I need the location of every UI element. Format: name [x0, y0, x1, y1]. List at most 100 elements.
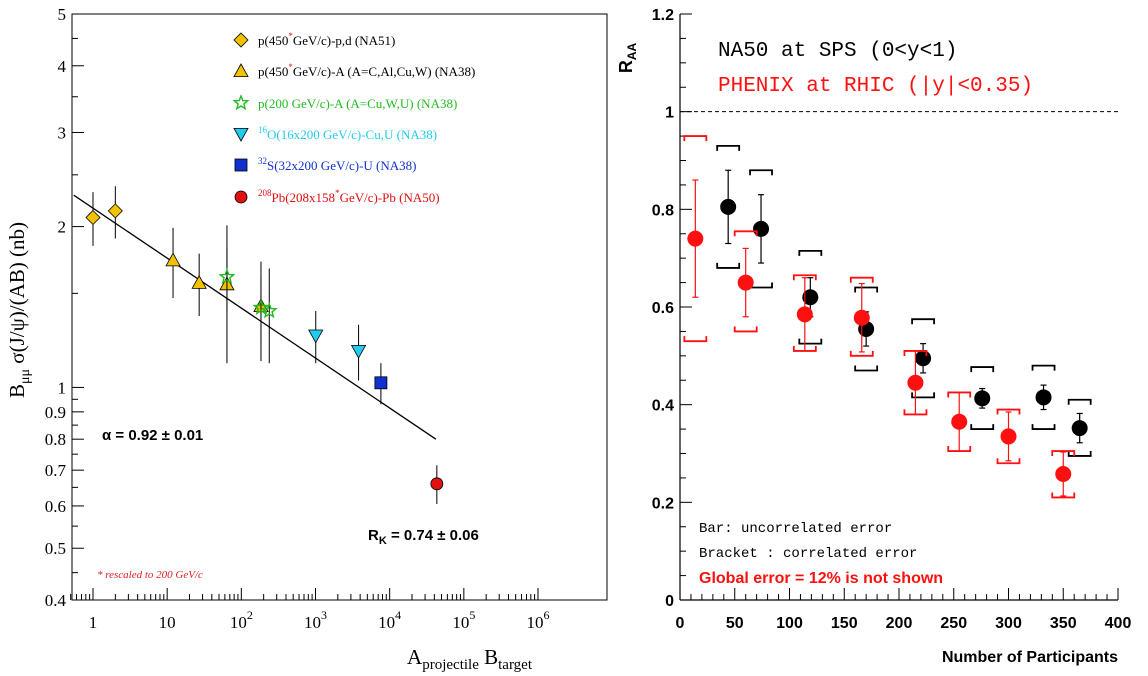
left-y-tick-label: 4 — [58, 57, 67, 76]
correlated-error-bracket — [996, 458, 1021, 465]
correlated-error-bracket — [683, 336, 708, 343]
legend-na50: NA50 at SPS (0<y<1) — [718, 40, 957, 63]
left-data-point — [191, 274, 207, 289]
correlated-error-bracket — [716, 262, 741, 269]
left-x-tick-label: 104 — [378, 608, 401, 632]
left-x-tick-label: 105 — [452, 608, 475, 632]
left-axes: 1 10 102 103 104 105 106 0.4 0.5 0.6 0.7 0.8 0.9 1 2 3 4… — [45, 5, 550, 632]
right-data-point — [802, 289, 819, 306]
correlated-error-bracket — [733, 230, 758, 237]
correlated-error-bracket — [1051, 492, 1076, 499]
correlated-error-bracket — [849, 276, 874, 283]
left-chart-panel: 1 10 102 103 104 105 106 0.4 0.5 0.6 0.7 0.8 0.9 1 2 3 4… — [5, 5, 608, 673]
left-data-point — [218, 267, 236, 285]
legend-marker — [232, 94, 250, 111]
right-data-point — [1055, 466, 1072, 483]
right-data-point — [974, 390, 991, 407]
left-data-point — [374, 376, 388, 390]
left-data-point — [308, 329, 324, 344]
left-data-point — [260, 302, 278, 319]
correlated-error-bracket — [798, 249, 823, 256]
correlated-error-bracket — [970, 366, 995, 373]
left-x-tick-label: 10 — [159, 613, 176, 632]
left-x-tick-label: 103 — [304, 608, 327, 632]
left-points-group — [85, 186, 444, 505]
left-x-tick-label: 102 — [230, 608, 253, 632]
left-x-tick-label: 1 — [89, 613, 98, 632]
right-x-tick-label: 0 — [676, 615, 685, 632]
left-y-axis-label: Bμμ σ(J/ψ)/(AB) (nb) — [5, 222, 33, 398]
left-x-axis-label: Aprojectile Btarget — [407, 645, 533, 673]
bracket-note: Bracket : correlated error — [699, 546, 917, 562]
correlated-error-bracket — [996, 408, 1021, 415]
left-data-point — [350, 344, 367, 359]
rk-annotation: RK = 0.74 ± 0.06 — [368, 527, 479, 547]
right-x-tick-label: 150 — [831, 615, 858, 632]
right-data-point — [1035, 389, 1052, 406]
right-x-axis-label: Number of Participants — [942, 649, 1118, 666]
correlated-error-bracket — [798, 338, 823, 345]
left-data-point — [430, 477, 444, 491]
left-y-tick-label: 3 — [58, 124, 67, 143]
right-x-tick-label: 350 — [1050, 615, 1077, 632]
left-y-tick-label: 1 — [58, 378, 67, 397]
left-y-tick-label: 0.6 — [45, 497, 66, 516]
left-legend: p(450*GeV/c)-p,d (NA51) p(450*GeV/c)-A (A… — [232, 31, 475, 205]
rescaled-note: * rescaled to 200 GeV/c — [97, 569, 203, 581]
legend-marker — [233, 127, 249, 142]
right-data-point — [1000, 428, 1017, 445]
correlated-error-bracket — [1067, 450, 1092, 457]
legend-entry: 32S(32x200 GeV/c)-U (NA38) — [258, 156, 416, 173]
right-x-tick-label: 200 — [886, 615, 913, 632]
correlated-error-bracket — [854, 365, 879, 372]
right-data-point — [951, 413, 968, 430]
right-x-tick-label: 250 — [940, 615, 967, 632]
right-axes: 0 0.2 0.4 0.6 0.8 1 1.2 0 50 100 150 200 250 300 350 40… — [652, 7, 1132, 632]
legend-entry: p(450*GeV/c)-A (A=C,Al,Cu,W) (NA38) — [258, 62, 475, 79]
correlated-error-bracket — [854, 286, 879, 293]
right-data-point — [687, 230, 704, 247]
correlated-error-bracket — [683, 135, 708, 142]
right-chart-panel: 0 0.2 0.4 0.6 0.8 1 1.2 0 50 100 150 200 250 300 350 40… — [616, 7, 1131, 666]
correlated-error-bracket — [733, 326, 758, 333]
left-x-tick-label: 106 — [527, 608, 550, 632]
right-y-tick-label: 0.4 — [652, 398, 674, 415]
right-y-tick-label: 0.8 — [652, 202, 674, 219]
right-data-point — [907, 374, 924, 391]
right-data-point — [1071, 420, 1088, 437]
correlated-error-bracket — [911, 318, 935, 325]
right-x-tick-label: 50 — [726, 615, 744, 632]
correlated-error-bracket — [970, 424, 995, 430]
correlated-error-bracket — [911, 392, 935, 399]
legend-entry: 208Pb(208x158*GeV/c)-Pb (NA50) — [258, 188, 440, 205]
right-y-tick-label: 0.6 — [652, 300, 674, 317]
left-data-point — [252, 298, 270, 316]
left-y-tick-label: 2 — [58, 218, 67, 237]
legend-marker — [233, 63, 249, 77]
left-fit-line-group — [73, 194, 437, 440]
correlated-error-bracket — [849, 350, 874, 357]
right-x-tick-label: 300 — [995, 615, 1022, 632]
fit-line — [73, 194, 437, 440]
legend-entry: p(450*GeV/c)-p,d (NA51) — [258, 31, 395, 48]
left-data-point — [107, 203, 123, 219]
legend-marker — [233, 32, 249, 48]
correlated-error-bracket — [1031, 424, 1056, 430]
right-y-axis-label: RAA — [616, 43, 639, 74]
legend-entry: p(200 GeV/c)-A (A=Cu,W,U) (NA38) — [258, 96, 457, 111]
right-y-tick-label: 1 — [665, 105, 674, 122]
left-y-tick-label: 0.9 — [45, 403, 66, 422]
right-points-group — [683, 135, 1092, 499]
legend-marker — [234, 190, 248, 204]
left-plot-frame — [71, 13, 608, 601]
right-y-tick-label: 1.2 — [652, 7, 674, 24]
right-data-point — [737, 274, 754, 291]
global-error-note: Global error = 12% is not shown — [699, 570, 943, 587]
right-y-tick-label: 0.2 — [652, 495, 674, 512]
left-data-point — [165, 252, 181, 267]
correlated-error-bracket — [1051, 450, 1076, 457]
left-y-tick-label: 5 — [58, 5, 67, 24]
alpha-annotation: α = 0.92 ± 0.01 — [102, 427, 203, 444]
legend-marker — [234, 158, 248, 172]
